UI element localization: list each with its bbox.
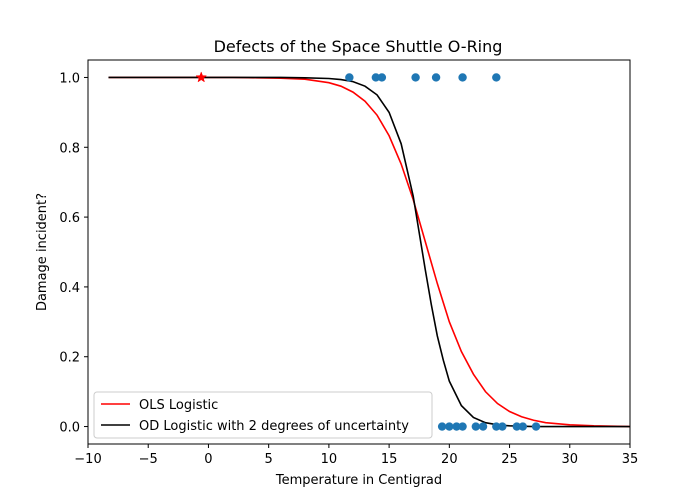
x-tick-label: 35 (622, 452, 639, 467)
x-tick-label: −10 (74, 452, 101, 467)
y-tick-label: 0.6 (59, 211, 80, 226)
y-tick-label: 1.0 (59, 71, 80, 86)
od-logistic-line (108, 76, 630, 428)
y-axis-label: Damage incident? (35, 193, 50, 311)
observation-point (458, 422, 467, 431)
observation-point (498, 422, 507, 431)
launch-temperature-star (195, 71, 208, 83)
legend-label-ols: OLS Logistic (139, 398, 218, 413)
observation-point (431, 73, 441, 82)
observation-point (512, 422, 521, 431)
observation-point (371, 73, 381, 82)
observation-point (437, 422, 447, 431)
plot-area (108, 71, 631, 431)
plot-frame (87, 59, 631, 445)
y-tick-label: 0.8 (59, 141, 80, 156)
ols-logistic-line (108, 76, 631, 428)
x-tick-label: 15 (381, 452, 398, 467)
x-tick-label: 25 (501, 452, 518, 467)
observation-point (377, 73, 387, 82)
chart-title: Defects of the Space Shuttle O-Ring (214, 37, 503, 56)
y-tick-label: 0.0 (59, 421, 80, 436)
legend-box (93, 391, 433, 439)
x-axis: −10 −5 0 5 10 15 20 25 30 35 (74, 444, 638, 467)
observation-point (445, 422, 454, 431)
observation-point (411, 73, 420, 82)
y-tick-label: 0.2 (59, 351, 80, 366)
x-axis-label: Temperature in Centigrad (275, 473, 442, 488)
observation-point (471, 422, 481, 431)
x-tick-label: 5 (265, 452, 273, 467)
legend: OLS Logistic OD Logistic with 2 degrees … (93, 391, 433, 439)
legend-label-od: OD Logistic with 2 degrees of uncertaint… (139, 419, 409, 434)
x-tick-label: 30 (562, 452, 579, 467)
x-tick-label: 20 (441, 452, 458, 467)
observation-point (531, 422, 541, 431)
x-tick-label: −5 (139, 452, 158, 467)
observation-point (518, 422, 528, 431)
observation-point (452, 422, 461, 431)
x-tick-label: 0 (204, 452, 212, 467)
observation-point (345, 73, 354, 82)
observation-point (492, 73, 501, 82)
observation-point (478, 422, 488, 431)
x-tick-label: 10 (321, 452, 338, 467)
y-axis: 0.0 0.2 0.4 0.6 0.8 1.0 (59, 71, 88, 436)
observation-point (458, 73, 467, 82)
y-tick-label: 0.4 (59, 281, 80, 296)
observation-point (492, 422, 501, 431)
